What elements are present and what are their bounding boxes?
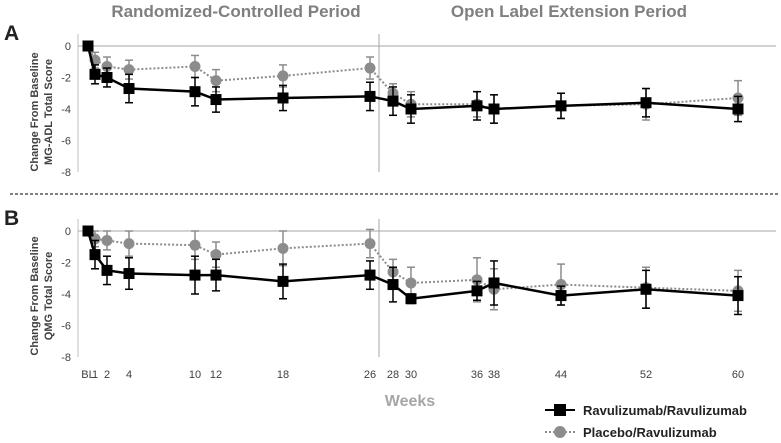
data-point-square [488, 277, 500, 289]
series-placebo [82, 225, 744, 313]
data-point-circle [101, 234, 113, 246]
legend-label-placebo: Placebo/Ravulizumab [583, 425, 717, 440]
data-point-circle [123, 238, 135, 250]
panel-a-ylabel-line2: MG-ADL Total Score [43, 59, 55, 165]
data-point-square [555, 100, 567, 112]
data-point-square [364, 269, 376, 281]
y-tick-label: -2 [61, 73, 71, 85]
y-tick-label: 0 [65, 41, 71, 53]
data-point-circle [189, 239, 201, 251]
x-tick-label: 12 [210, 369, 222, 381]
data-point-square [488, 103, 500, 115]
y-tick-label: -2 [61, 258, 71, 270]
x-tick-label: 60 [732, 369, 744, 381]
data-point-square [210, 269, 222, 281]
data-point-square [277, 275, 289, 287]
panel-a-ylabel-line1: Change From Baseline [29, 52, 41, 171]
data-point-circle [277, 242, 289, 254]
y-tick-label: -6 [61, 136, 71, 148]
data-point-square [277, 92, 289, 104]
data-point-square [82, 40, 94, 52]
y-tick-label: -4 [61, 289, 71, 301]
legend: Ravulizumab/Ravulizumab Placebo/Ravulizu… [545, 403, 747, 440]
data-point-circle [189, 60, 201, 72]
data-point-square [101, 264, 113, 276]
data-point-circle [210, 75, 222, 87]
x-tick-label: BL [81, 369, 94, 381]
data-point-square [640, 97, 652, 109]
x-axis-title: Weeks [385, 393, 436, 410]
panel-a-ylabel: Change From Baseline MG-ADL Total Score [29, 52, 55, 171]
data-point-square [82, 225, 94, 237]
right-period-title: Open Label Extension Period [451, 2, 687, 21]
panel-a-letter: A [4, 22, 19, 45]
data-point-square [189, 269, 201, 281]
y-tick-label: -6 [61, 321, 71, 333]
legend-item-placebo: Placebo/Ravulizumab [545, 425, 717, 440]
data-point-square [89, 68, 101, 80]
data-point-circle [405, 277, 417, 289]
data-point-circle [364, 62, 376, 74]
legend-label-ravulizumab: Ravulizumab/Ravulizumab [583, 403, 747, 418]
legend-item-ravulizumab: Ravulizumab/Ravulizumab [545, 403, 747, 418]
data-point-circle [555, 279, 567, 291]
data-point-circle [277, 70, 289, 82]
data-point-square [123, 83, 135, 95]
x-tick-label: 2 [104, 369, 110, 381]
y-tick-label: -8 [61, 352, 71, 364]
data-point-square [732, 103, 744, 115]
left-period-title: Randomized-Controlled Period [111, 2, 360, 21]
data-point-square [189, 86, 201, 98]
x-tick-label: 4 [126, 369, 132, 381]
data-point-square [471, 285, 483, 297]
x-tick-label: 26 [364, 369, 376, 381]
data-point-square [732, 290, 744, 302]
x-tick-label: 38 [488, 369, 500, 381]
data-point-circle [123, 64, 135, 76]
data-point-square [471, 100, 483, 112]
series-ravulizumab [82, 225, 744, 316]
data-point-square [387, 95, 399, 107]
y-tick-label: -4 [61, 104, 71, 116]
data-point-square [101, 72, 113, 83]
series-ravulizumab [82, 40, 744, 124]
legend-marker-circle [554, 426, 566, 438]
data-point-square [555, 290, 567, 302]
x-tick-label: 30 [405, 369, 417, 381]
x-tick-label: 52 [640, 369, 652, 381]
panel-b-ylabel-line1: Change From Baseline [29, 236, 41, 355]
data-point-circle [364, 238, 376, 250]
x-tick-label: 1 [92, 369, 98, 381]
x-tick-label: 36 [471, 369, 483, 381]
panel-b-ylabel-line2: QMG Total Score [43, 252, 55, 340]
data-point-circle [471, 274, 483, 286]
legend-marker-square [554, 404, 566, 416]
x-tick-label: 44 [555, 369, 567, 381]
panel-b-letter: B [4, 207, 19, 230]
data-point-square [640, 283, 652, 295]
panel-b-ylabel: Change From Baseline QMG Total Score [29, 236, 55, 355]
data-point-square [405, 103, 417, 115]
panel-a-plot: 0 -2 -4 -6 -8 [61, 34, 776, 179]
x-tick-label: 10 [189, 369, 201, 381]
data-point-square [405, 293, 417, 305]
data-point-square [89, 249, 101, 261]
data-point-square [387, 279, 399, 291]
data-point-circle [101, 60, 113, 72]
x-tick-label: 18 [277, 369, 289, 381]
y-tick-label: 0 [65, 226, 71, 238]
data-point-square [123, 268, 135, 280]
y-tick-label: -8 [61, 167, 71, 179]
data-point-square [210, 94, 222, 106]
data-point-circle [210, 249, 222, 261]
data-point-square [364, 90, 376, 102]
x-tick-label: 28 [387, 369, 399, 381]
